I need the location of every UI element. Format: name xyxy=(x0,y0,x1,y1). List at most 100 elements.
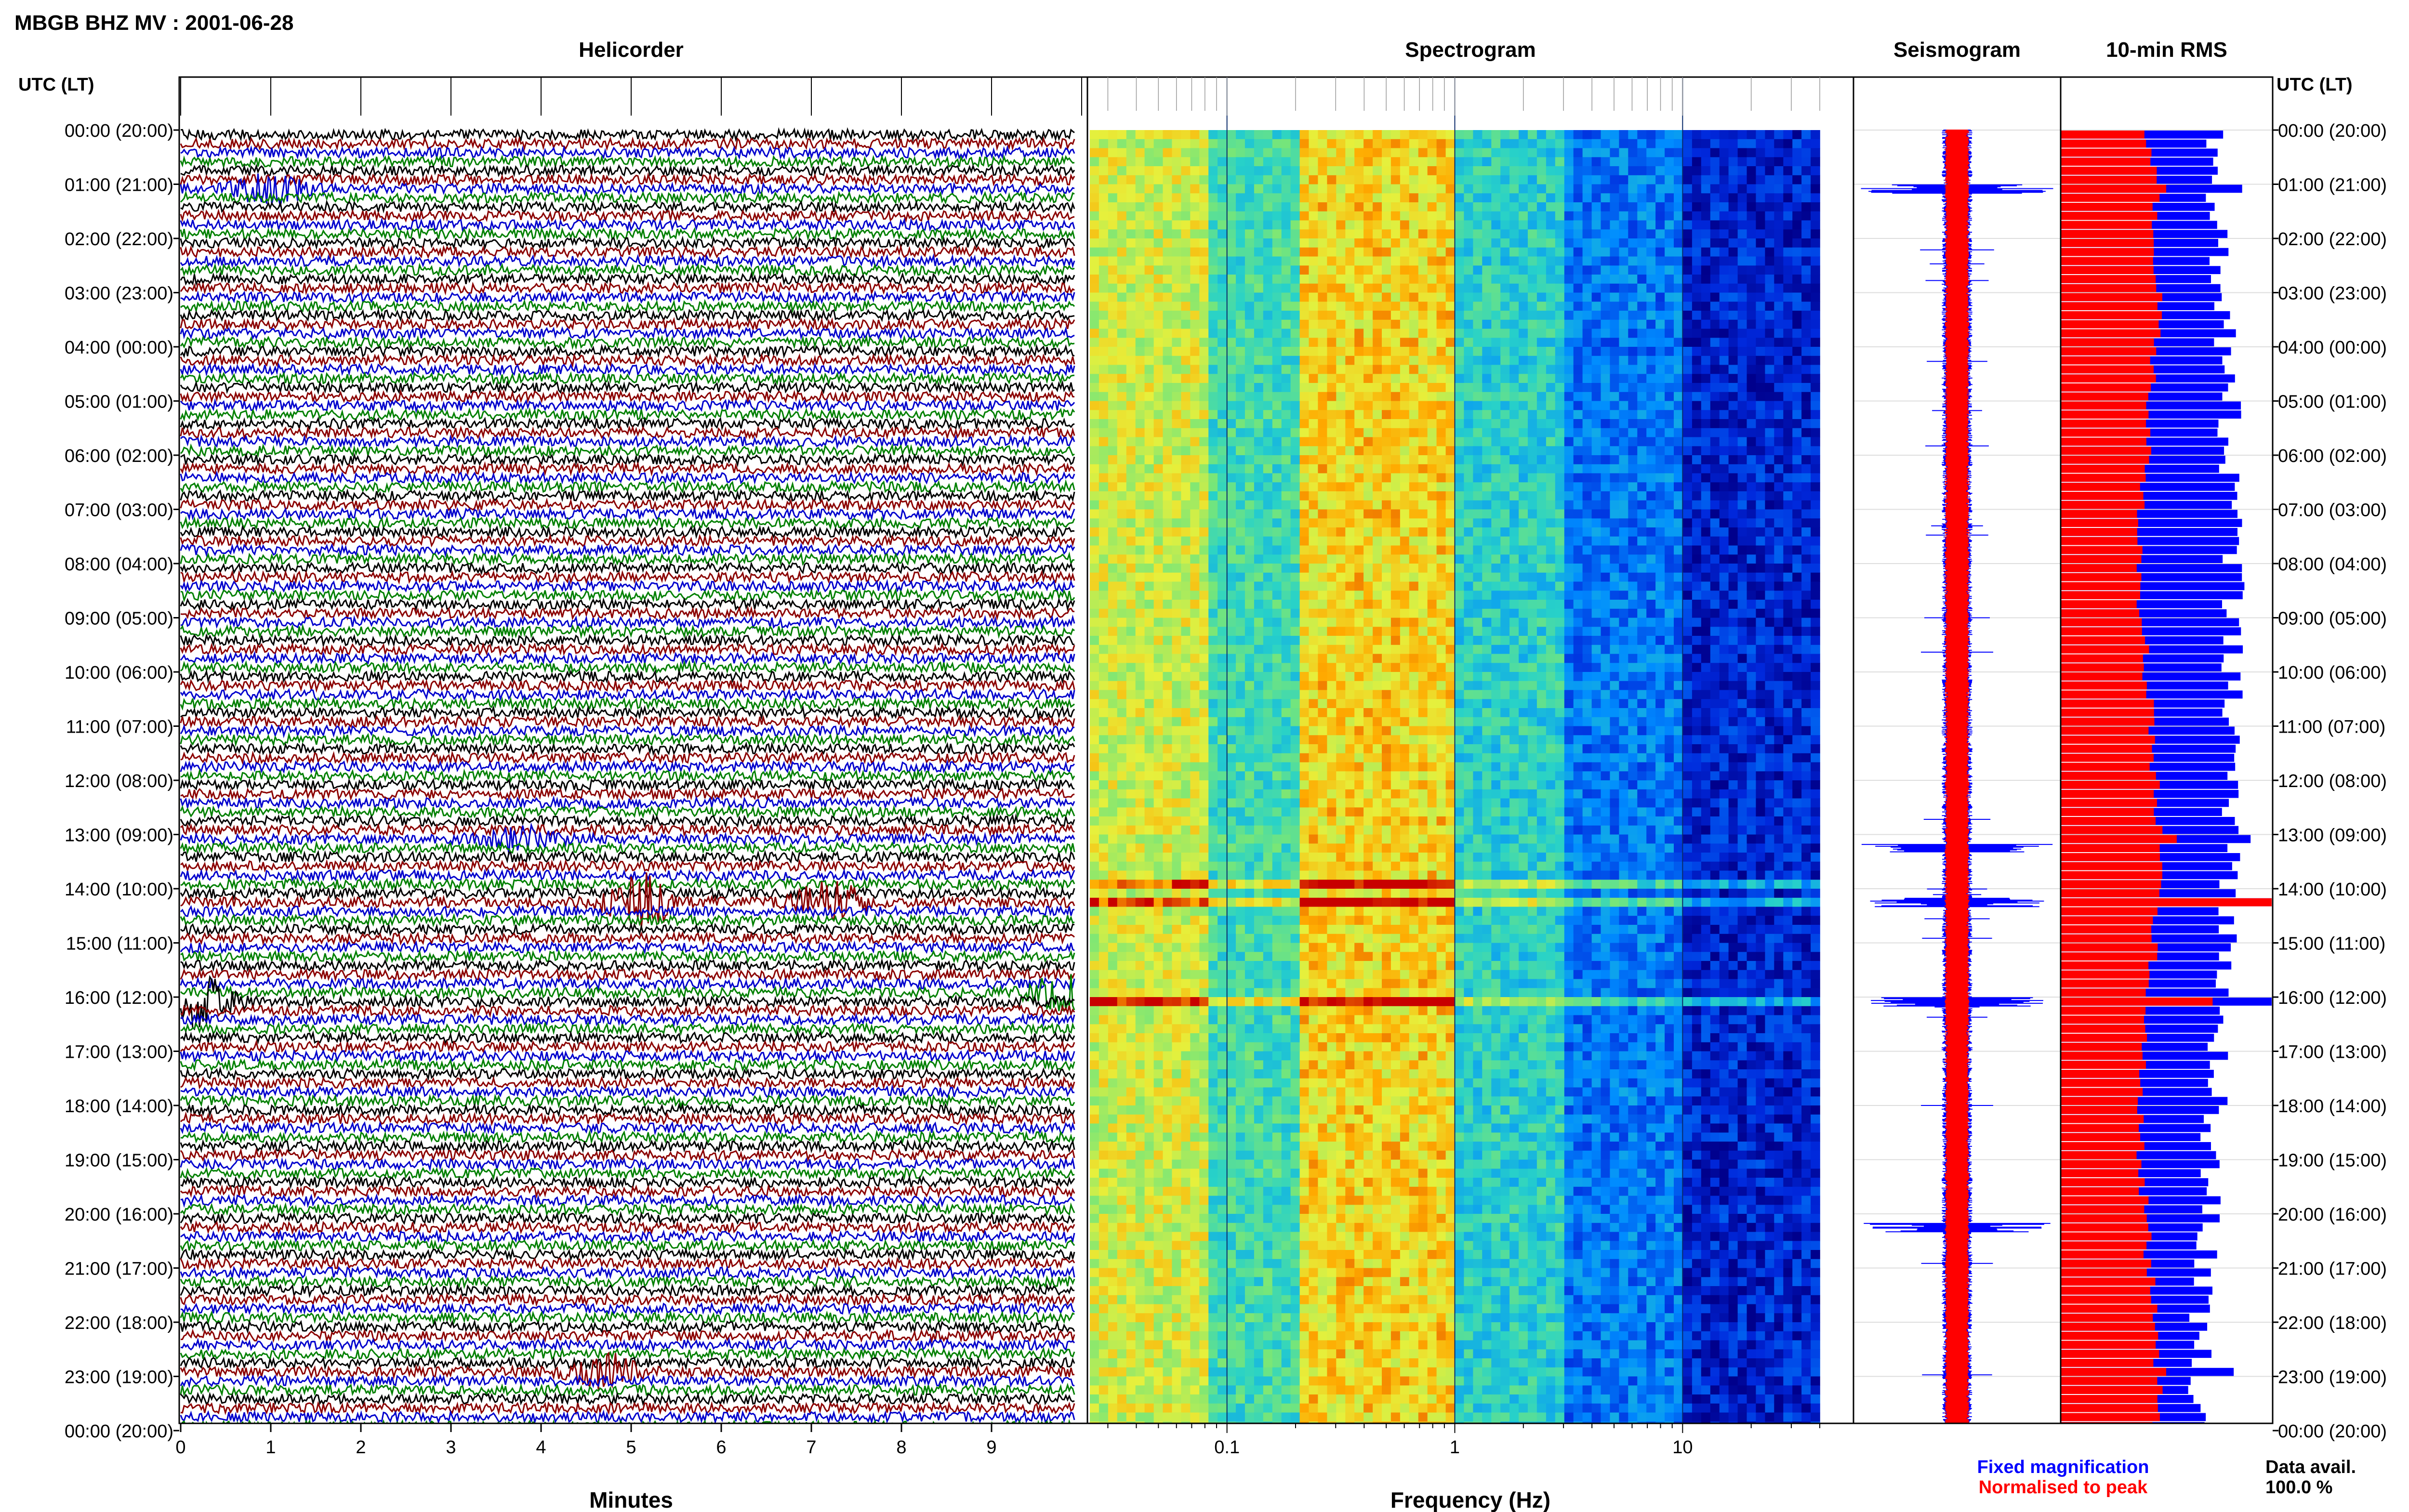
spectrogram-cell xyxy=(1582,329,1592,338)
spectrogram-cell xyxy=(1436,591,1446,600)
spectrogram-cell xyxy=(1172,329,1182,338)
spectrogram-cell xyxy=(1747,283,1757,293)
spectrogram-cell xyxy=(1400,220,1410,230)
spectrogram-cell xyxy=(1281,410,1291,420)
spectrogram-cell xyxy=(1610,211,1620,221)
spectrogram-cell xyxy=(1464,157,1474,167)
spectrogram-cell xyxy=(1190,329,1200,338)
spectrogram-cell xyxy=(1682,157,1693,167)
helicorder-trace-row xyxy=(180,1310,1075,1326)
spectrogram-cell xyxy=(1281,518,1291,528)
spectrogram-cell xyxy=(1363,220,1373,230)
spectrogram-cell xyxy=(1309,636,1319,645)
spectrogram-cell xyxy=(1336,175,1346,185)
spectrogram-cell xyxy=(1445,283,1456,293)
spectrogram-cell xyxy=(1528,618,1537,627)
spectrogram-cell xyxy=(1655,518,1665,528)
spectrogram-cell xyxy=(1564,545,1574,555)
spectrogram-cell xyxy=(1244,500,1255,510)
spectrogram-cell xyxy=(1099,247,1109,257)
spectrogram-cell xyxy=(1208,527,1218,537)
spectrogram-cell xyxy=(1811,491,1820,501)
spectrogram-cell xyxy=(1536,157,1547,167)
spectrogram-cell xyxy=(1701,329,1711,338)
spectrogram-cell xyxy=(1190,500,1200,510)
spectrogram-cell xyxy=(1418,545,1428,555)
spectrogram-cell xyxy=(1491,211,1501,221)
spectrogram-cell xyxy=(1254,437,1264,447)
spectrogram-cell xyxy=(1528,148,1537,158)
spectrogram-cell xyxy=(1801,437,1811,447)
helicorder-trace-row xyxy=(180,515,1075,531)
spectrogram-cell xyxy=(1354,455,1364,465)
spectrogram-cell xyxy=(1765,627,1775,636)
spectrogram-cell xyxy=(1244,564,1255,573)
spectrogram-cell xyxy=(1090,636,1099,645)
spectrogram-cell xyxy=(1418,618,1428,627)
spectrogram-cell xyxy=(1519,455,1528,465)
spectrogram-cell xyxy=(1181,554,1191,564)
spectrogram-cell xyxy=(1637,238,1647,248)
spectrogram-cell xyxy=(1509,527,1519,537)
spectrogram-cell xyxy=(1737,256,1747,266)
spectrogram-cell xyxy=(1774,500,1784,510)
spectrogram-cell xyxy=(1436,527,1446,537)
helicorder-trace-row xyxy=(180,921,1075,937)
spectrogram-cell xyxy=(1701,591,1711,600)
spectrogram-cell xyxy=(1737,139,1747,149)
spectrogram-cell xyxy=(1199,491,1209,501)
spectrogram-cell xyxy=(1244,401,1255,410)
spectrogram-cell xyxy=(1336,302,1346,311)
spectrogram-cell xyxy=(1473,365,1483,374)
spectrogram-cell xyxy=(1327,302,1337,311)
spectrogram-cell xyxy=(1719,618,1729,627)
spectrogram-cell xyxy=(1710,518,1720,528)
spectrogram-cell xyxy=(1801,319,1811,329)
spectrogram-cell xyxy=(1464,672,1474,682)
spectrogram-cell xyxy=(1108,256,1118,266)
spectrogram-cell xyxy=(1199,392,1209,402)
spectrogram-cell xyxy=(1519,148,1528,158)
spectrogram-cell xyxy=(1637,130,1647,140)
spectrogram-cell xyxy=(1811,202,1820,212)
spectrogram-cell xyxy=(1610,383,1620,393)
spectrogram-cell xyxy=(1582,500,1592,510)
spectrogram-cell xyxy=(1254,446,1264,456)
spectrogram-cell xyxy=(1747,600,1757,609)
spectrogram-cell xyxy=(1172,644,1182,655)
spectrogram-cell xyxy=(1354,536,1364,546)
spectrogram-cell xyxy=(1756,446,1766,456)
spectrogram-cell xyxy=(1144,157,1154,167)
helicorder-trace-row xyxy=(180,939,1075,955)
spectrogram-cell xyxy=(1628,437,1638,447)
spectrogram-cell xyxy=(1354,581,1364,591)
spectrogram-cell xyxy=(1455,428,1465,438)
spectrogram-cell xyxy=(1573,518,1583,528)
spectrogram-cell xyxy=(1363,292,1373,302)
spectrogram-cell xyxy=(1564,564,1574,573)
spectrogram-cell xyxy=(1327,410,1337,420)
spectrogram-cell xyxy=(1765,202,1775,212)
spectrogram-cell xyxy=(1218,401,1227,410)
spectrogram-cell xyxy=(1610,139,1620,149)
spectrogram-cell xyxy=(1390,482,1401,492)
spectrogram-cell xyxy=(1354,419,1364,429)
spectrogram-cell xyxy=(1318,672,1328,682)
spectrogram-cell xyxy=(1418,247,1428,257)
spectrogram-cell xyxy=(1172,608,1182,618)
spectrogram-cell xyxy=(1737,283,1747,293)
spectrogram-cell xyxy=(1126,355,1136,366)
spectrogram-cell xyxy=(1692,554,1702,564)
spectrogram-cell xyxy=(1655,319,1665,329)
spectrogram-cell xyxy=(1655,157,1665,167)
spectrogram-cell xyxy=(1601,446,1611,456)
spectrogram-cell xyxy=(1665,644,1674,655)
spectrogram-cell xyxy=(1144,347,1154,356)
spectrogram-cell xyxy=(1665,500,1674,510)
spectrogram-cell xyxy=(1682,410,1693,420)
spectrogram-cell xyxy=(1519,518,1528,528)
spectrogram-cell xyxy=(1801,446,1811,456)
spectrogram-cell xyxy=(1281,292,1291,302)
spectrogram-cell xyxy=(1519,654,1528,663)
spectrogram-cell xyxy=(1601,148,1611,158)
